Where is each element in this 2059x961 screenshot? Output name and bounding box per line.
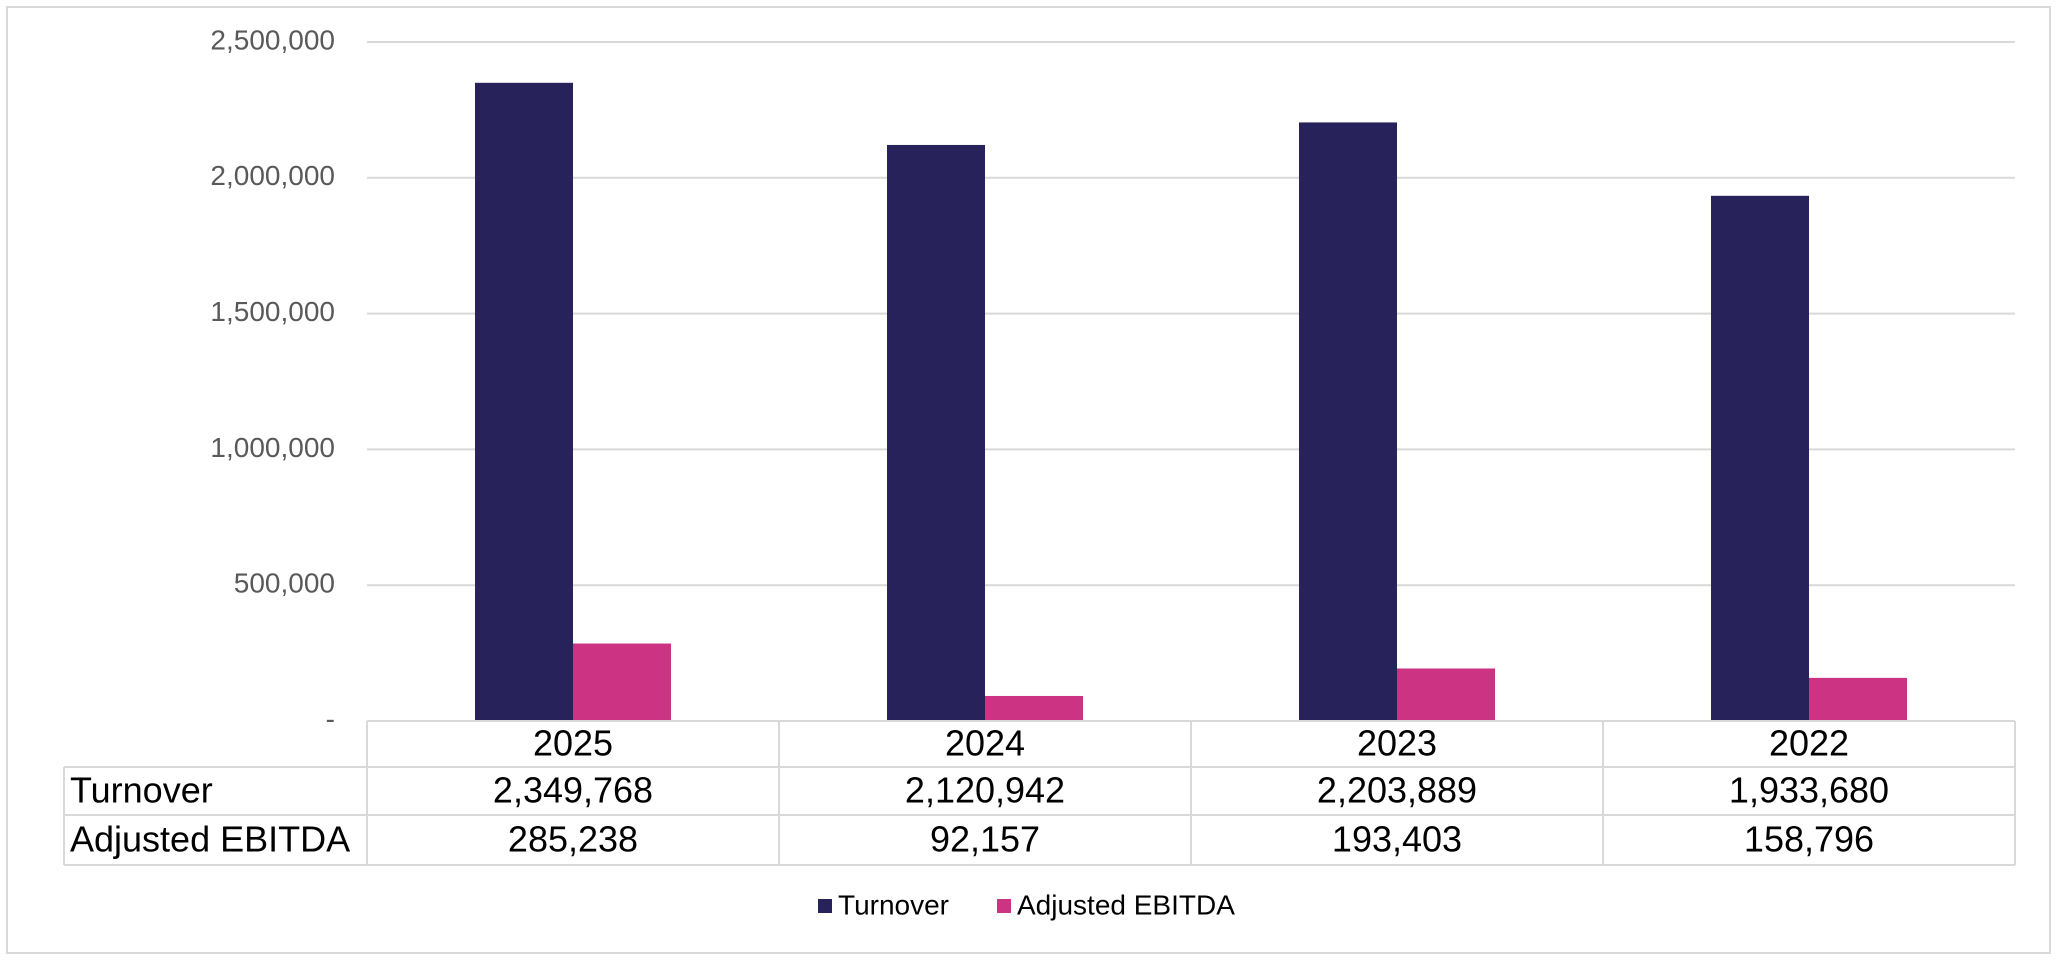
bar-adjusted-ebitda xyxy=(573,643,671,721)
bar-adjusted-ebitda xyxy=(1397,668,1495,721)
table-row-label: Turnover xyxy=(70,770,213,811)
bar-turnover xyxy=(1299,122,1397,721)
x-tick-label: 2025 xyxy=(533,723,613,764)
bar-adjusted-ebitda xyxy=(985,695,1083,721)
y-tick-label: 1,500,000 xyxy=(210,296,335,327)
y-tick-label: 2,000,000 xyxy=(210,160,335,191)
x-tick-label: 2023 xyxy=(1357,723,1437,764)
data-label: 193,403 xyxy=(1332,819,1462,860)
data-label: 2,349,768 xyxy=(493,770,653,811)
x-tick-label: 2024 xyxy=(945,723,1025,764)
y-tick-label: 1,000,000 xyxy=(210,432,335,463)
data-label: 158,796 xyxy=(1744,819,1874,860)
data-label: 285,238 xyxy=(508,819,638,860)
chart-frame xyxy=(6,6,2051,954)
legend-swatch xyxy=(818,899,832,913)
data-label: 1,933,680 xyxy=(1729,770,1889,811)
legend-entry: Turnover xyxy=(838,889,949,920)
bar-turnover xyxy=(475,82,573,722)
y-tick-label: 2,500,000 xyxy=(210,24,335,55)
legend-swatch xyxy=(997,899,1011,913)
bar-turnover xyxy=(1711,195,1809,722)
x-tick-label: 2022 xyxy=(1769,723,1849,764)
bar-turnover xyxy=(887,144,985,721)
y-tick-label: - xyxy=(326,703,335,734)
data-label: 92,157 xyxy=(930,819,1040,860)
data-label: 2,203,889 xyxy=(1317,770,1477,811)
y-tick-label: 500,000 xyxy=(234,568,335,599)
legend-entry: Adjusted EBITDA xyxy=(1017,889,1235,920)
data-label: 2,120,942 xyxy=(905,770,1065,811)
bar-adjusted-ebitda xyxy=(1809,677,1907,721)
table-row-label: Adjusted EBITDA xyxy=(70,819,350,860)
